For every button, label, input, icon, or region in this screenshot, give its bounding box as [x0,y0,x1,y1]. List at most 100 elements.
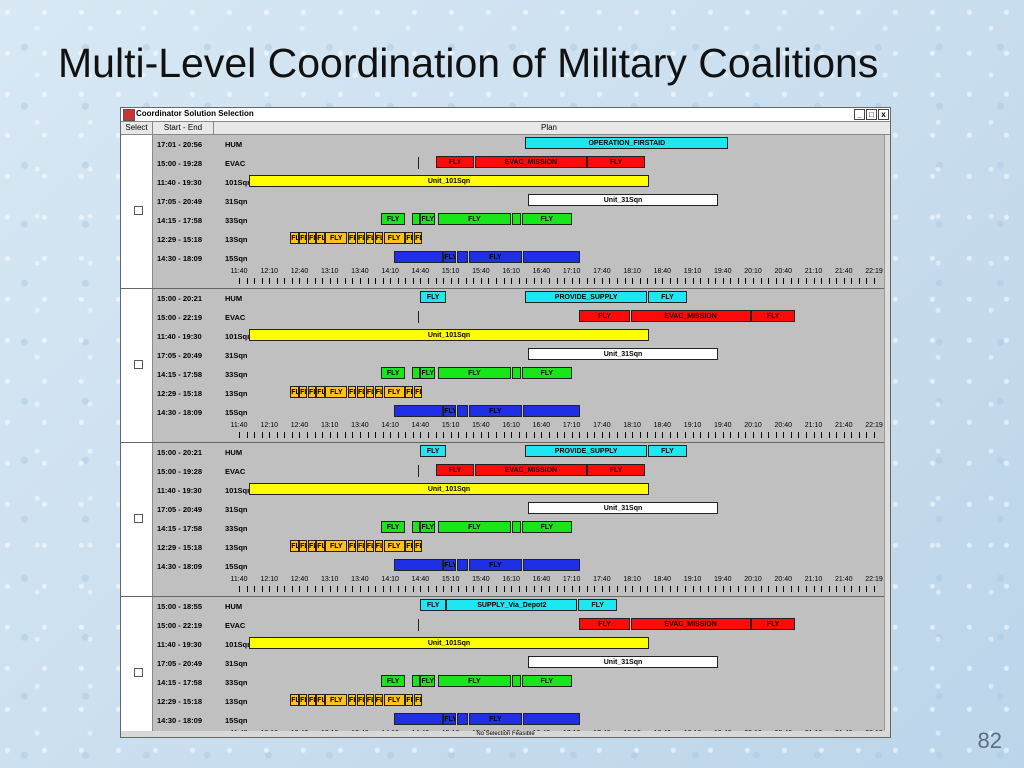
task-bar[interactable]: FLY [435,156,475,168]
task-bar[interactable]: FLY [443,713,456,725]
task-bar[interactable]: FLY [468,251,523,263]
task-bar[interactable]: Unit_101Sqn [249,637,650,649]
task-bar[interactable]: FLY [299,694,308,706]
task-bar[interactable]: FLY [325,540,348,552]
task-bar[interactable]: Unit_101Sqn [249,329,650,341]
task-bar[interactable]: Unit_31Sqn [528,194,718,206]
solution-panel[interactable]: 15:00 - 18:55 HUM FLY SUPPLY_Via_Depot2 FLY 1… [121,597,884,737]
task-bar[interactable]: FLY [308,386,316,398]
task-bar[interactable]: FLY [290,694,299,706]
task-bar[interactable]: FLY [420,367,436,379]
solution-panel[interactable]: 17:01 - 20:56 HUM OPERATION_FIRSTAID 15:00 … [121,135,884,289]
task-bar[interactable]: FLY [579,310,630,322]
task-bar[interactable]: FLY [365,694,375,706]
task-bar[interactable]: FLY [290,232,299,244]
task-bar[interactable]: FLY [381,521,406,533]
task-bar[interactable]: EVAC_MISSION [475,464,587,476]
task-bar[interactable] [411,675,421,687]
task-bar[interactable]: FLY [587,464,645,476]
solution-panel[interactable]: 15:00 - 20:21 HUM FLY PROVIDE_SUPPLY FLY 15:0… [121,289,884,443]
task-bar[interactable] [393,713,443,725]
window-titlebar[interactable]: Coordinator Solution Selection _ □ x [121,108,890,122]
start-end-column-header[interactable]: Start - End [163,123,203,132]
select-column-header[interactable]: Select [125,123,148,132]
task-bar[interactable]: FLY [420,599,446,611]
task-bar[interactable]: FLY [356,232,366,244]
task-bar[interactable]: FLY [577,599,618,611]
task-bar[interactable]: FLY [443,559,456,571]
task-bar[interactable]: FLY [374,694,383,706]
task-bar[interactable] [522,713,581,725]
task-bar[interactable]: FLY [299,386,308,398]
task-bar[interactable]: FLY [420,213,436,225]
task-bar[interactable]: FLY [420,291,446,303]
task-bar[interactable] [411,213,421,225]
task-bar[interactable]: FLY [374,540,383,552]
task-bar[interactable]: FLY [381,675,406,687]
task-bar[interactable]: FLY [381,213,406,225]
task-bar[interactable]: FLY [290,386,299,398]
task-bar[interactable]: FLY [308,232,316,244]
task-bar[interactable]: EVAC_MISSION [475,156,587,168]
task-bar[interactable]: FLY [299,540,308,552]
select-checkbox[interactable] [134,360,143,369]
task-bar[interactable]: FLY [522,521,572,533]
task-bar[interactable]: FLY [522,675,572,687]
task-bar[interactable]: FLY [356,694,366,706]
task-bar[interactable] [393,251,443,263]
maximize-button[interactable]: □ [866,109,877,120]
task-bar[interactable]: FLY [383,694,405,706]
plan-column-header[interactable]: Plan [540,123,557,132]
task-bar[interactable]: FLY [325,694,348,706]
task-bar[interactable]: FLY [365,232,375,244]
task-bar[interactable]: FLY [405,540,414,552]
task-bar[interactable]: FLY [356,386,366,398]
task-bar[interactable]: FLY [405,694,414,706]
task-bar[interactable] [522,251,581,263]
task-bar[interactable]: FLY [751,618,796,630]
task-bar[interactable]: FLY [647,445,688,457]
task-bar[interactable]: FLY [325,232,348,244]
task-bar[interactable]: FLY [316,694,325,706]
task-bar[interactable]: FLY [420,521,436,533]
task-bar[interactable]: FLY [414,232,423,244]
task-bar[interactable]: FLY [405,386,414,398]
task-bar[interactable]: FLY [348,540,357,552]
task-bar[interactable]: FLY [316,540,325,552]
task-bar[interactable]: FLY [308,694,316,706]
task-bar[interactable]: Unit_31Sqn [528,348,718,360]
select-checkbox[interactable] [134,668,143,677]
task-bar[interactable]: FLY [522,367,572,379]
task-bar[interactable] [511,521,521,533]
task-bar[interactable]: FLY [579,618,630,630]
task-bar[interactable]: FLY [348,232,357,244]
task-bar[interactable]: FLY [356,540,366,552]
task-bar[interactable] [393,559,443,571]
task-bar[interactable]: FLY [405,232,414,244]
task-bar[interactable]: FLY [647,291,688,303]
task-bar[interactable]: OPERATION_FIRSTAID [525,137,729,149]
task-bar[interactable]: FLY [414,540,423,552]
task-bar[interactable]: FLY [383,540,405,552]
task-bar[interactable]: FLY [381,367,406,379]
task-bar[interactable] [511,213,521,225]
select-checkbox[interactable] [134,206,143,215]
task-bar[interactable]: FLY [365,386,375,398]
task-bar[interactable]: FLY [437,521,512,533]
task-bar[interactable]: Unit_101Sqn [249,175,650,187]
task-bar[interactable]: FLY [383,232,405,244]
task-bar[interactable]: FLY [308,540,316,552]
task-bar[interactable] [522,559,581,571]
task-bar[interactable]: FLY [420,675,436,687]
task-bar[interactable]: FLY [587,156,645,168]
task-bar[interactable] [511,367,521,379]
task-bar[interactable]: FLY [468,559,523,571]
task-bar[interactable] [456,559,469,571]
task-bar[interactable]: FLY [437,367,512,379]
task-bar[interactable]: FLY [443,405,456,417]
task-bar[interactable]: FLY [751,310,796,322]
minimize-button[interactable]: _ [854,109,865,120]
task-bar[interactable]: FLY [316,386,325,398]
task-bar[interactable]: FLY [414,386,423,398]
task-bar[interactable]: FLY [420,445,446,457]
